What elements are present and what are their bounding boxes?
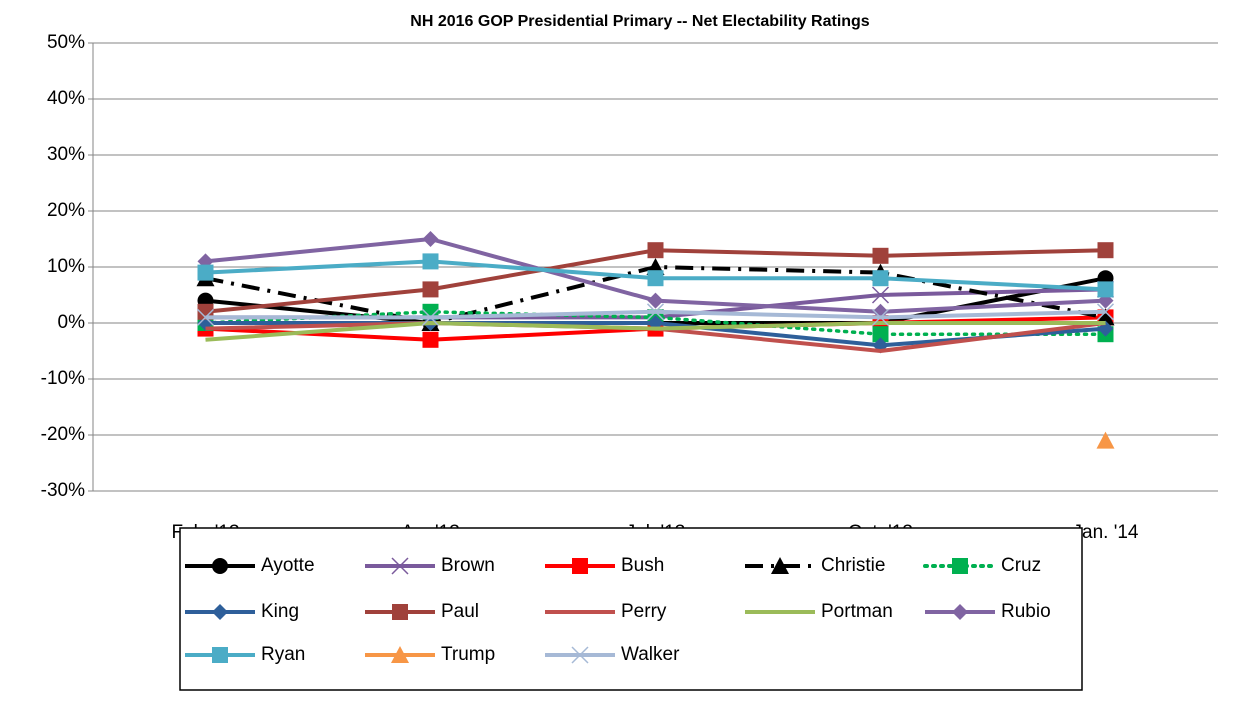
- marker: [872, 326, 889, 343]
- marker: [647, 242, 664, 259]
- legend-label: Ayotte: [261, 555, 315, 576]
- marker: [871, 308, 890, 326]
- legend-label: Paul: [441, 601, 479, 622]
- legend-label: Portman: [821, 601, 893, 622]
- legend-label: Bush: [621, 555, 664, 576]
- legend-label: Ryan: [261, 644, 305, 665]
- legend-label: Walker: [621, 644, 680, 665]
- marker: [872, 270, 889, 287]
- y-tick-label: 0%: [58, 312, 86, 333]
- marker: [1096, 431, 1115, 449]
- marker: [771, 557, 789, 574]
- marker: [421, 308, 440, 326]
- marker: [952, 604, 968, 620]
- marker: [952, 558, 968, 574]
- marker: [422, 231, 439, 247]
- marker: [212, 647, 228, 663]
- legend-label: Perry: [621, 601, 667, 622]
- legend-label: Rubio: [1001, 601, 1051, 622]
- marker: [646, 303, 665, 321]
- y-tick-label: 20%: [47, 200, 85, 221]
- marker: [422, 331, 439, 348]
- legend-label: Brown: [441, 555, 495, 576]
- marker: [392, 604, 408, 620]
- x-tick-label: Jan. '14: [1073, 522, 1139, 543]
- series-line: [205, 320, 1106, 342]
- marker: [212, 604, 228, 620]
- legend-label: Trump: [441, 644, 495, 665]
- marker: [1097, 242, 1114, 259]
- legend-label: Cruz: [1001, 555, 1041, 576]
- legend-label: Christie: [821, 555, 885, 576]
- y-tick-label: -10%: [41, 368, 85, 389]
- marker: [872, 247, 889, 264]
- marker: [197, 264, 214, 281]
- legend-label: King: [261, 601, 299, 622]
- marker: [571, 646, 589, 664]
- y-tick-label: -30%: [41, 480, 85, 501]
- marker: [871, 286, 890, 304]
- y-tick-label: 40%: [47, 88, 85, 109]
- marker: [391, 557, 409, 575]
- marker: [212, 558, 228, 574]
- marker: [647, 270, 664, 287]
- y-tick-label: 50%: [47, 32, 85, 53]
- y-tick-label: 10%: [47, 256, 85, 277]
- marker: [647, 292, 664, 309]
- y-tick-label: 30%: [47, 144, 85, 165]
- y-tick-label: -20%: [41, 424, 85, 445]
- marker: [196, 308, 215, 326]
- marker: [1097, 281, 1114, 298]
- marker: [391, 646, 409, 663]
- marker: [1096, 303, 1115, 321]
- legend-box: [179, 527, 1083, 691]
- marker: [422, 281, 439, 298]
- marker: [572, 558, 588, 574]
- chart-title: NH 2016 GOP Presidential Primary -- Net …: [410, 13, 870, 30]
- marker: [422, 253, 439, 270]
